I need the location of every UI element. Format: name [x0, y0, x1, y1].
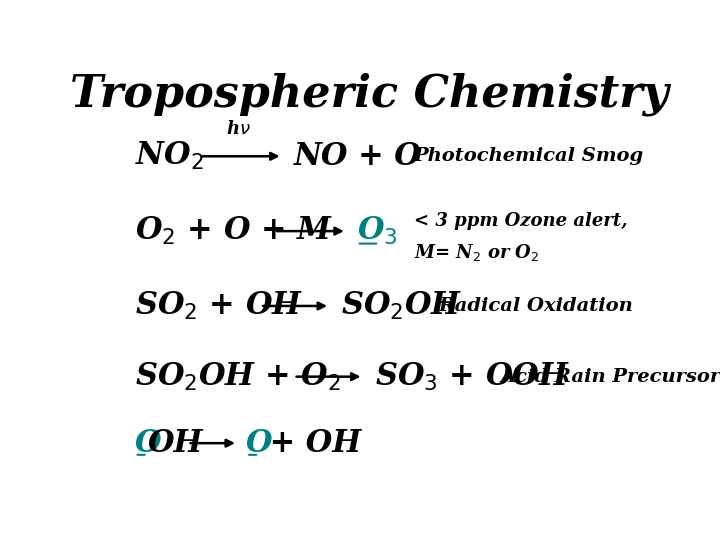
Text: SO$_2$OH: SO$_2$OH [341, 290, 463, 322]
Text: M= N$_2$ or O$_2$: M= N$_2$ or O$_2$ [413, 242, 539, 263]
Text: O$_2$ + O + M: O$_2$ + O + M [135, 215, 333, 247]
Text: + OH: + OH [259, 428, 361, 458]
Text: Photochemical Smog: Photochemical Smog [413, 147, 644, 165]
Text: Acid Rain Precursor: Acid Rain Precursor [500, 368, 720, 386]
Text: SO$_3$ + OOH: SO$_3$ + OOH [374, 361, 570, 393]
Text: SO$_2$OH + O$_2$: SO$_2$OH + O$_2$ [135, 361, 341, 393]
Text: NO$_2$: NO$_2$ [135, 140, 204, 172]
Text: NO + O: NO + O [294, 141, 421, 172]
Text: O: O [246, 428, 273, 458]
Text: h$\nu$: h$\nu$ [225, 120, 251, 138]
Text: OH: OH [148, 428, 203, 458]
Text: SO$_2$ + OH: SO$_2$ + OH [135, 290, 303, 322]
Text: O: O [135, 428, 161, 458]
Text: Radical Oxidation: Radical Oxidation [438, 297, 634, 315]
Text: O$_3$: O$_3$ [356, 215, 397, 247]
Text: Tropospheric Chemistry: Tropospheric Chemistry [70, 72, 668, 116]
Text: < 3 ppm Ozone alert,: < 3 ppm Ozone alert, [413, 212, 627, 230]
